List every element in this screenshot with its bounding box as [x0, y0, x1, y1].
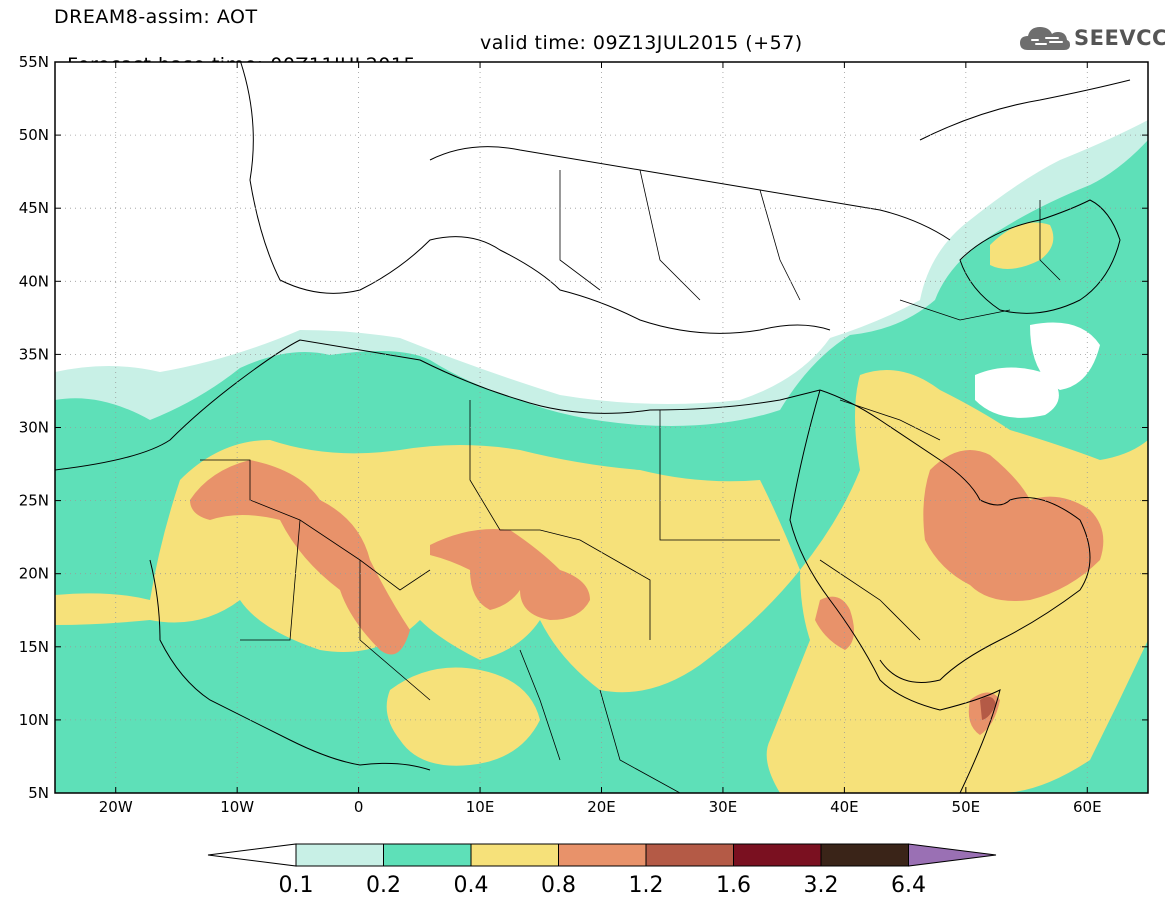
aot-band-0.4-arabia — [766, 370, 1148, 793]
lat-tick-label: 40N — [19, 272, 49, 290]
colorbar-swatch — [558, 843, 647, 867]
lat-tick-label: 55N — [19, 53, 49, 71]
lat-tick-label: 45N — [19, 199, 49, 217]
aot-band-0.4-guinea — [386, 667, 540, 766]
lat-tick-label: 50N — [19, 126, 49, 144]
colorbar-arrow-low — [207, 843, 297, 867]
colorbar-arrow-high — [908, 843, 997, 867]
lat-tick-label: 10N — [19, 711, 49, 729]
lat-tick-label: 30N — [19, 419, 49, 437]
lat-tick-label: 5N — [28, 784, 49, 802]
colorbar-label: 1.2 — [629, 873, 664, 898]
lat-tick-label: 15N — [19, 638, 49, 656]
colorbar-swatch — [645, 843, 734, 867]
lon-tick-label: 60E — [1073, 798, 1102, 816]
lat-tick-label: 20N — [19, 565, 49, 583]
clear-patch-iran — [975, 367, 1059, 418]
aot-band-0.8-west — [190, 460, 410, 655]
lon-tick-label: 10E — [466, 798, 495, 816]
colorbar: 0.1 0.2 0.4 0.8 1.2 1.6 3.2 6.4 — [207, 843, 997, 898]
latitude-axis: 55N 50N 45N 40N 35N 30N 25N 20N 15N 10N 5N — [19, 53, 1148, 802]
lon-tick-label: 40E — [830, 798, 859, 816]
lon-tick-label: 20W — [99, 798, 133, 816]
chart-title: DREAM8-assim: AOT — [54, 6, 258, 28]
lon-tick-label: 30E — [709, 798, 738, 816]
aot-band-0.8-arabia — [923, 450, 1104, 601]
colorbar-swatch — [295, 843, 384, 867]
cloud-icon — [1020, 27, 1070, 50]
lat-tick-label: 35N — [19, 345, 49, 363]
lon-tick-label: 0 — [354, 798, 364, 816]
lon-tick-label: 50E — [952, 798, 981, 816]
aot-band-0.4-caspian — [990, 222, 1054, 269]
borders — [200, 169, 1061, 793]
lon-tick-label: 20E — [587, 798, 616, 816]
colorbar-label: 0.4 — [454, 873, 489, 898]
colorbar-swatch — [733, 843, 822, 867]
aot-band-0.8-central — [430, 529, 590, 620]
colorbar-label: 0.8 — [541, 873, 576, 898]
colorbar-label: 3.2 — [804, 873, 839, 898]
logo-text: SEEVCCC — [1074, 26, 1165, 50]
lon-tick-label: 10W — [220, 798, 254, 816]
valid-time: valid time: 09Z13JUL2015 (+57) — [480, 32, 803, 54]
colorbar-label: 0.2 — [366, 873, 401, 898]
seevccc-logo: SEEVCCC — [1018, 22, 1165, 54]
colorbar-label: 1.6 — [716, 873, 751, 898]
colorbar-swatch — [470, 843, 559, 867]
colorbar-swatch — [820, 843, 909, 867]
aot-band-0.8-eritrea — [815, 596, 854, 650]
aot-band-1.2-somalia — [980, 696, 996, 720]
colorbar-swatch — [383, 843, 472, 867]
map-grid — [55, 62, 1148, 793]
clear-patch-caspian — [1030, 322, 1100, 390]
colorbar-label: 6.4 — [891, 873, 926, 898]
longitude-axis: 20W 10W 0 10E 20E 30E 40E 50E 60E — [99, 62, 1102, 816]
lat-tick-label: 25N — [19, 492, 49, 510]
colorbar-label: 0.1 — [279, 873, 314, 898]
